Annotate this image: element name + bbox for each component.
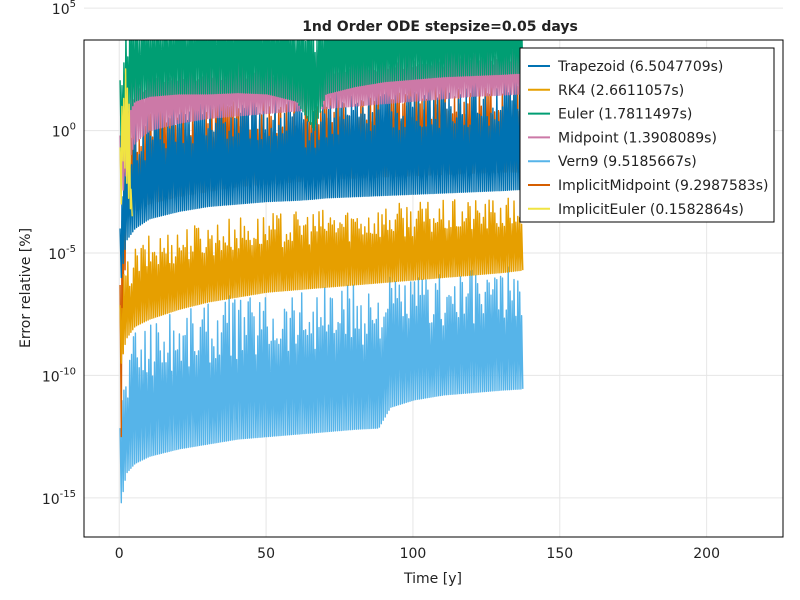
y-tick-label: 100 (52, 122, 76, 141)
x-tick-label: 150 (546, 546, 573, 562)
x-tick-label: 200 (693, 546, 720, 562)
y-axis-ticks: 10-15 10-10 10-5 100 105 (42, 0, 76, 508)
y-tick-label: 105 (52, 0, 76, 18)
x-tick-label: 50 (257, 546, 275, 562)
x-axis-ticks: 0 50 100 150 200 (115, 546, 720, 562)
y-tick-label: 10-10 (42, 366, 76, 385)
x-axis-label: Time [y] (403, 571, 462, 587)
series-line (119, 197, 524, 364)
y-tick-label: 10-5 (48, 244, 76, 263)
legend-entry: ImplicitEuler (0.1582864s) (558, 202, 744, 218)
plot-frame (83, 39, 784, 538)
legend-entry: ImplicitMidpoint (9.2987583s) (558, 178, 768, 194)
legend-entry: Euler (1.7811497s) (558, 107, 692, 123)
x-tick-label: 0 (115, 546, 124, 562)
series-line (119, 266, 524, 504)
series-line (119, 68, 133, 217)
legend-entry: Vern9 (9.5185667s) (558, 154, 697, 170)
legend-entry: Trapezoid (6.5047709s) (557, 59, 723, 75)
legend-entry: Midpoint (1.3908089s) (558, 130, 717, 146)
legend: Trapezoid (6.5047709s) RK4 (2.6611057s) Eu… (519, 47, 775, 223)
y-axis-label: Error relative [%] (18, 228, 34, 348)
legend-entry: RK4 (2.6611057s) (558, 83, 684, 99)
chart-title: 1nd Order ODE stepsize=0.05 days (302, 19, 578, 35)
series-line (119, 74, 524, 279)
series-line (119, 40, 524, 156)
y-tick-label: 10-15 (42, 489, 76, 508)
x-tick-label: 100 (400, 546, 427, 562)
legend-box (519, 47, 775, 223)
